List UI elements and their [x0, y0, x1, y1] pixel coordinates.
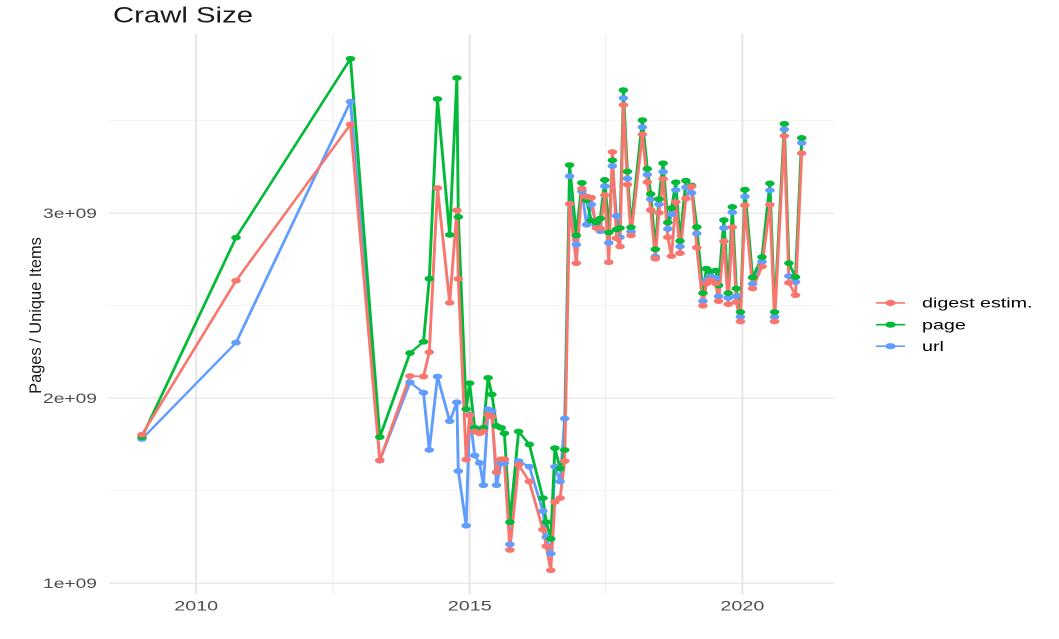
svg-text:3e+09: 3e+09	[43, 206, 97, 221]
svg-text:page: page	[922, 318, 966, 333]
svg-text:1e+09: 1e+09	[43, 576, 97, 591]
svg-text:url: url	[922, 339, 944, 354]
svg-text:digest estim.: digest estim.	[922, 296, 1033, 311]
svg-text:2020: 2020	[720, 599, 764, 614]
svg-text:Crawl Size: Crawl Size	[113, 4, 253, 28]
svg-text:2e+09: 2e+09	[43, 391, 97, 406]
svg-text:2015: 2015	[448, 599, 492, 614]
svg-text:2010: 2010	[174, 599, 218, 614]
svg-text:Pages / Unique Items: Pages / Unique Items	[27, 237, 45, 394]
